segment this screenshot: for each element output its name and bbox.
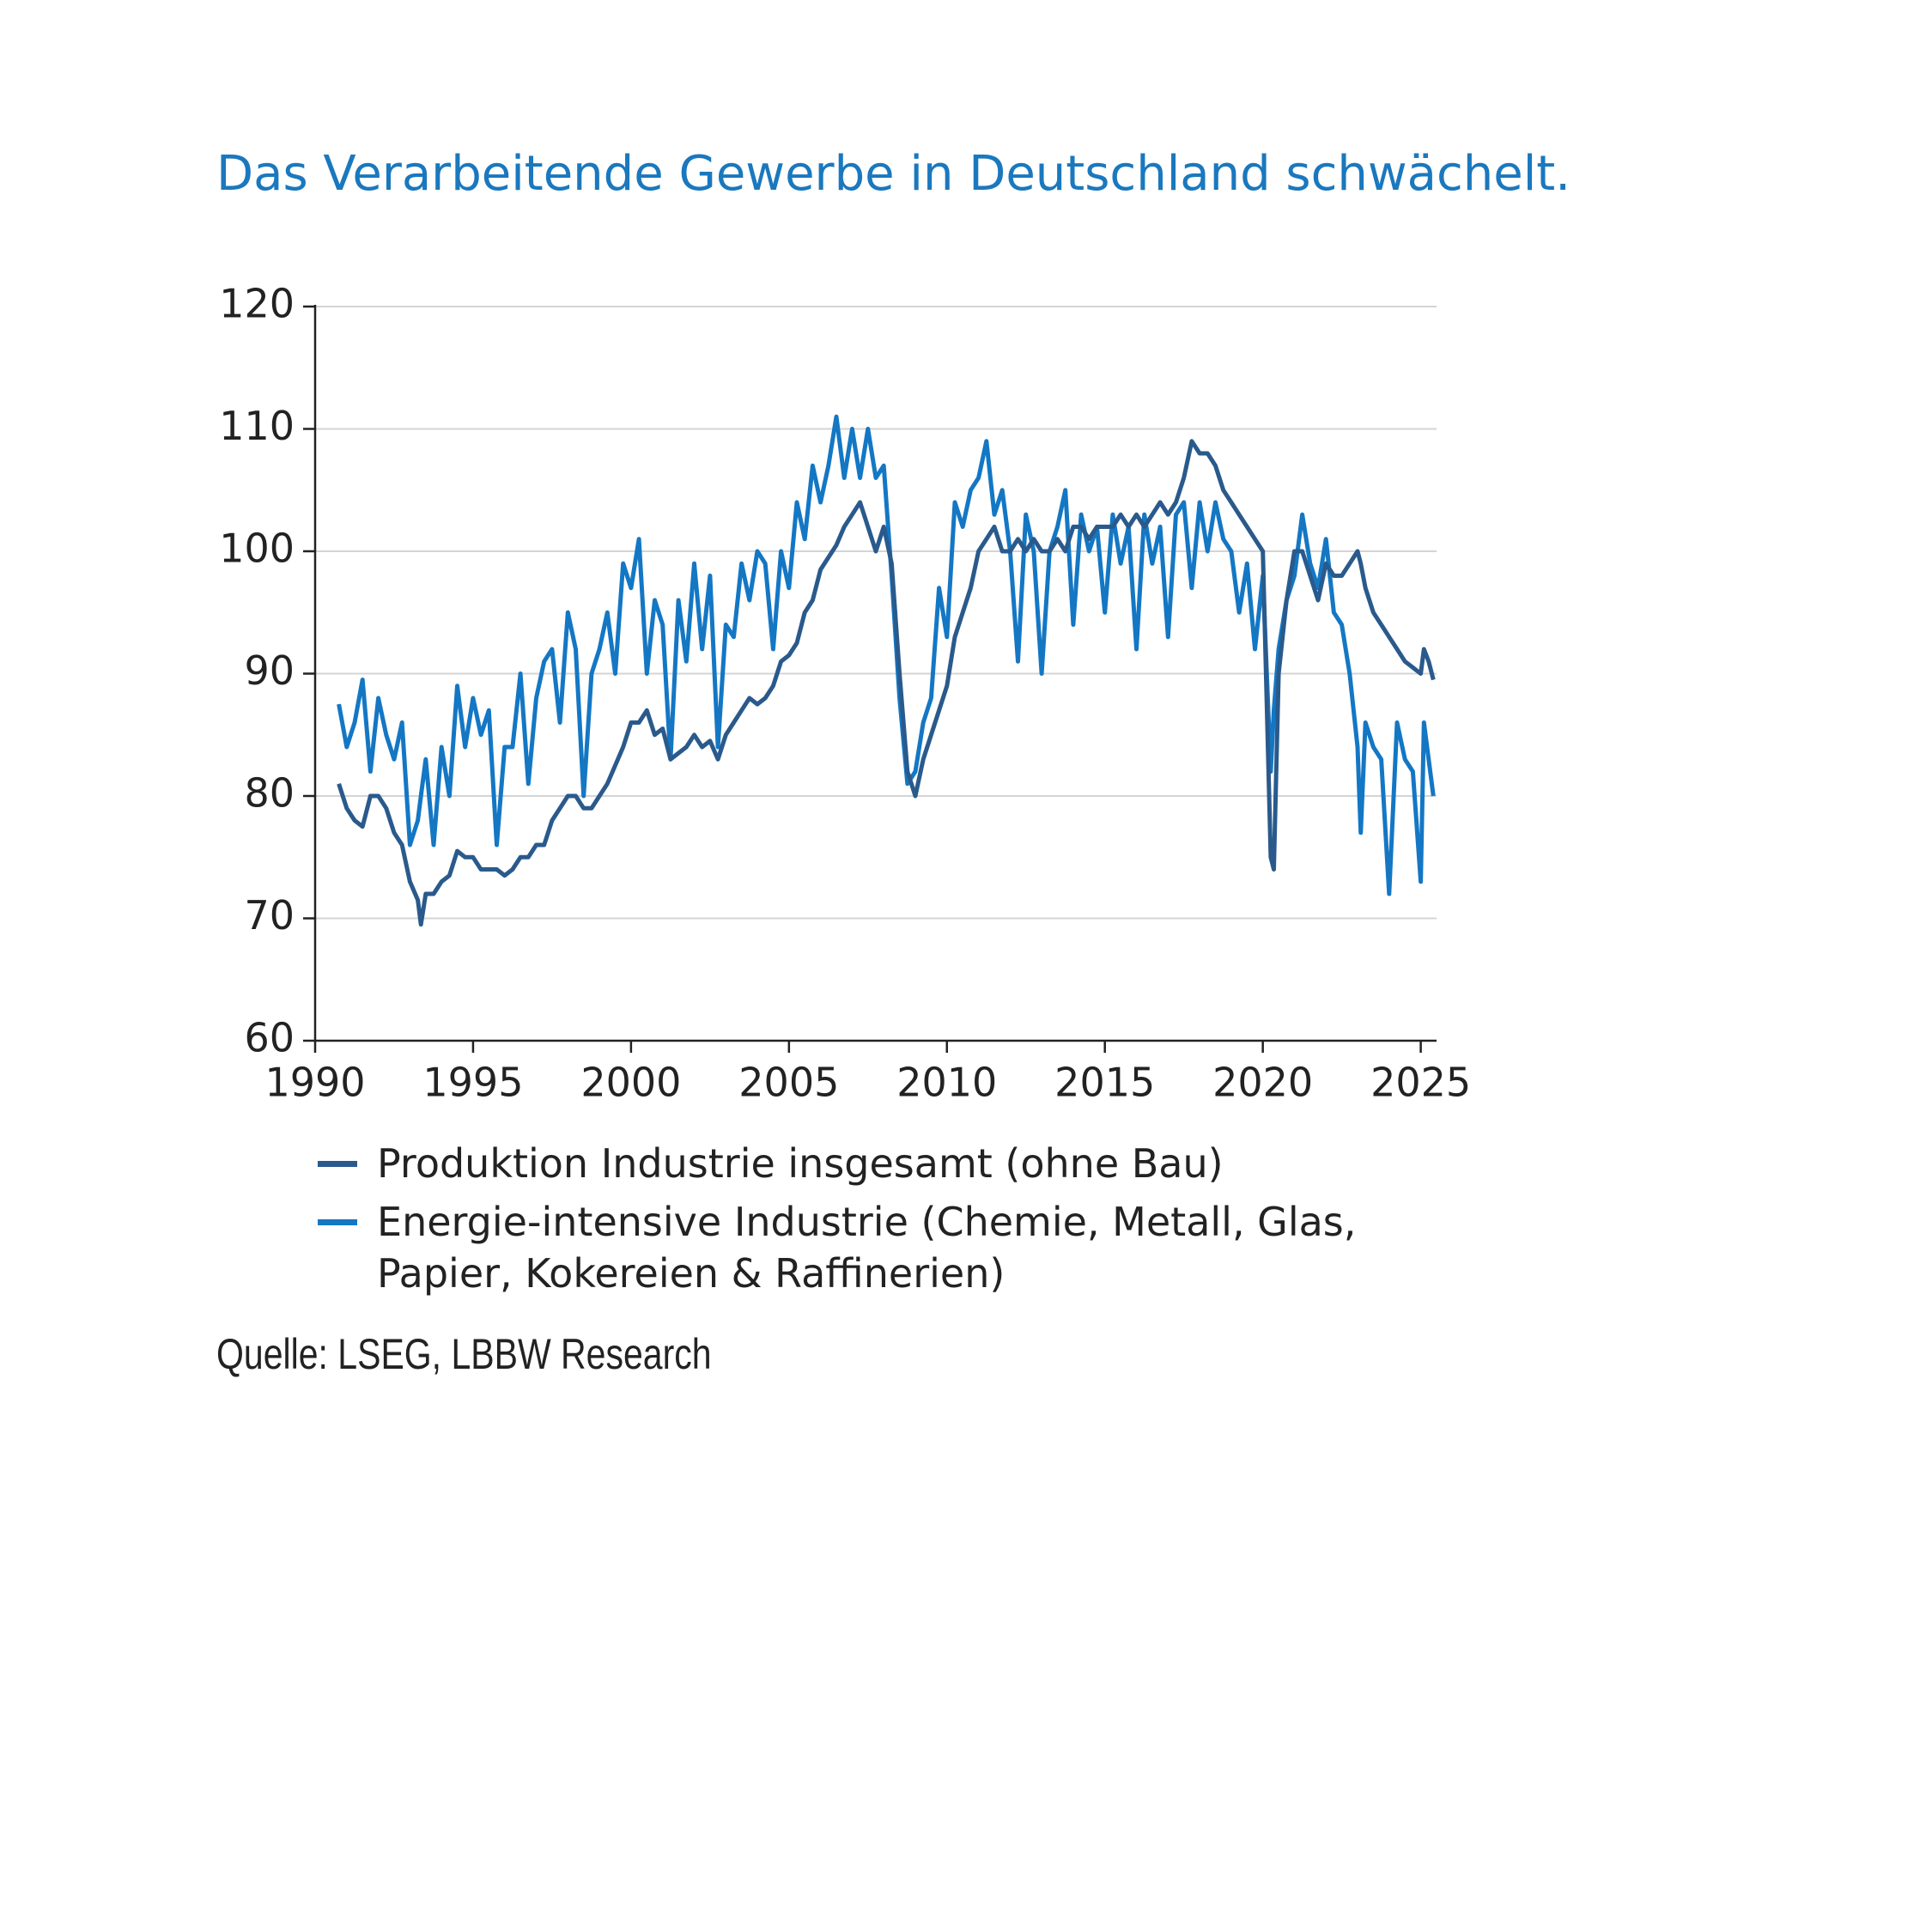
x-tick-label: 2000 [580,1060,681,1106]
legend-swatch [318,1219,357,1225]
legend-label: Energie-intensive Industrie (Chemie, Met… [377,1199,1356,1297]
legend-entry: Produktion Industrie insgesamt (ohne Bau… [318,1138,1417,1189]
y-tick-label: 60 [244,1015,295,1061]
source-note: Quelle: LSEG, LBBW Research [216,1329,712,1379]
legend-label: Produktion Industrie insgesamt (ohne Bau… [377,1140,1224,1187]
x-tick-label: 2020 [1212,1060,1313,1106]
y-tick-label: 70 [244,892,295,939]
y-tick-label: 120 [219,281,295,327]
y-tick-label: 80 [244,770,295,817]
legend-entry: Energie-intensive Industrie (Chemie, Met… [318,1196,1417,1299]
x-tick-label: 2015 [1054,1060,1155,1106]
y-tick-label: 110 [219,403,295,449]
x-tick-label: 2010 [896,1060,997,1106]
y-tick-label: 100 [219,526,295,572]
x-tick-label: 2005 [738,1060,839,1106]
legend: Produktion Industrie insgesamt (ohne Bau… [318,1138,1417,1306]
y-tick-label: 90 [244,647,295,694]
legend-swatch [318,1161,357,1167]
x-tick-label: 1990 [264,1060,365,1106]
x-tick-label: 1995 [422,1060,523,1106]
x-tick-label: 2025 [1370,1060,1471,1106]
